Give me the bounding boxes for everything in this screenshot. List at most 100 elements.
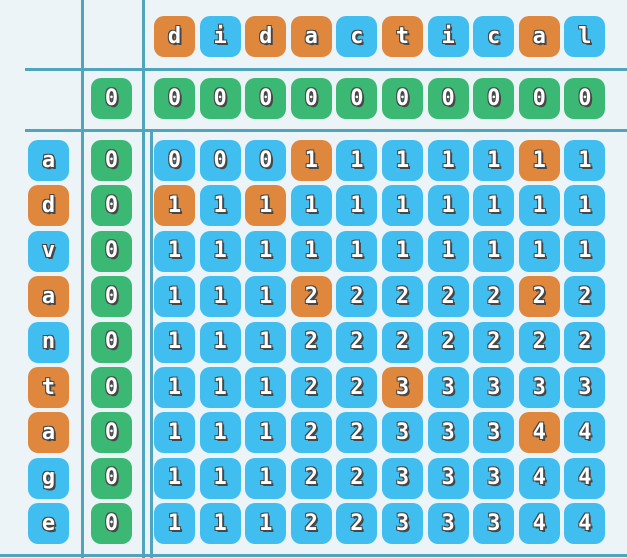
- dp-cell-r2-c9: 1: [564, 230, 606, 272]
- zero-col-tile-2: 0: [91, 230, 132, 272]
- dp-cell-r1-c2: 1: [245, 185, 287, 227]
- dp-cell-r8-c8: 4: [518, 503, 560, 545]
- dp-cell-r4-c4: 2: [336, 321, 378, 363]
- dp-cell-r3-c0: 1: [154, 276, 195, 318]
- dp-cell-r1-c7: 1: [473, 185, 515, 227]
- vertical-line-after-row-letters: [81, 0, 84, 558]
- dp-cell-r3-c5: 2: [382, 276, 423, 318]
- dp-cell-r3-c4: 2: [336, 276, 378, 318]
- dp-cell-r6-c1: 1: [199, 412, 241, 454]
- dp-cell-r2-c3: 1: [290, 230, 332, 272]
- dp-cell-r5-c0: 1: [154, 367, 195, 408]
- dp-cell-r5-c9: 3: [564, 367, 606, 408]
- dp-cell-r8-c4: 2: [336, 503, 378, 545]
- header-letter-tile-7-c: c: [473, 16, 515, 57]
- zero-col-tile-1: 0: [91, 185, 132, 227]
- dp-cell-r6-c9: 4: [564, 412, 606, 454]
- dp-cell-r3-c3: 2: [290, 276, 332, 318]
- dp-cell-r3-c9: 2: [564, 276, 606, 318]
- dp-cell-r6-c3: 2: [290, 412, 332, 454]
- dp-cell-r7-c0: 1: [154, 457, 195, 499]
- dp-cell-r4-c7: 2: [473, 321, 515, 363]
- dp-cell-r6-c2: 1: [245, 412, 287, 454]
- dp-cell-r1-c8: 1: [518, 185, 560, 227]
- dp-cell-r6-c7: 3: [473, 412, 515, 454]
- header-letter-tile-3-a: a: [290, 16, 332, 57]
- dp-cell-r0-c6: 1: [427, 140, 469, 181]
- dp-cell-r7-c6: 3: [427, 457, 469, 499]
- zero-col-tile-3: 0: [91, 276, 132, 318]
- dp-cell-r4-c0: 1: [154, 321, 195, 363]
- zero-col-tile-6: 0: [91, 412, 132, 454]
- dp-cell-r3-c6: 2: [427, 276, 469, 318]
- header-letter-tile-4-c: c: [336, 16, 378, 57]
- dp-cell-r4-c9: 2: [564, 321, 606, 363]
- dp-cell-r0-c1: 0: [199, 140, 241, 181]
- dp-cell-r0-c5: 1: [382, 140, 423, 181]
- dp-cell-r8-c1: 1: [199, 503, 241, 545]
- header-letter-tile-8-a: a: [518, 16, 560, 57]
- dp-cell-r7-c7: 3: [473, 457, 515, 499]
- zero-row-tile-0: 0: [154, 78, 195, 119]
- header-letter-tile-9-l: l: [564, 16, 606, 57]
- dp-cell-r6-c0: 1: [154, 412, 195, 454]
- dp-cell-r7-c5: 3: [382, 457, 423, 499]
- bottom-border-line: [0, 554, 627, 557]
- dp-cell-r5-c2: 1: [245, 367, 287, 408]
- zero-row-tile-7: 0: [473, 78, 515, 119]
- dp-cell-r2-c6: 1: [427, 230, 469, 272]
- dp-cell-r5-c8: 3: [518, 367, 560, 408]
- row-letter-tile-7-g: g: [28, 457, 69, 499]
- zero-col-tile-7: 0: [91, 457, 132, 499]
- row-letter-tile-8-e: e: [28, 503, 69, 545]
- dp-cell-r4-c8: 2: [518, 321, 560, 363]
- dp-cell-r0-c2: 0: [245, 140, 287, 181]
- dp-cell-r1-c3: 1: [290, 185, 332, 227]
- dp-cell-r4-c6: 2: [427, 321, 469, 363]
- zero-col-tile-0: 0: [91, 140, 132, 181]
- dp-cell-r4-c1: 1: [199, 321, 241, 363]
- row-letter-tile-4-n: n: [28, 321, 69, 363]
- zero-col-tile-4: 0: [91, 321, 132, 363]
- zero-row-tile-5: 0: [382, 78, 423, 119]
- row-letter-tile-1-d: d: [28, 185, 69, 227]
- dp-cell-r8-c3: 2: [290, 503, 332, 545]
- dp-cell-r1-c0: 1: [154, 185, 195, 227]
- dp-cell-r8-c2: 1: [245, 503, 287, 545]
- header-letter-tile-5-t: t: [382, 16, 423, 57]
- dp-cell-r8-c9: 4: [564, 503, 606, 545]
- dp-cell-r8-c0: 1: [154, 503, 195, 545]
- zero-row-tile-6: 0: [427, 78, 469, 119]
- dp-cell-r6-c8: 4: [518, 412, 560, 454]
- row-letter-tile-0-a: a: [28, 140, 69, 181]
- dp-cell-r6-c6: 3: [427, 412, 469, 454]
- dp-cell-r8-c5: 3: [382, 503, 423, 545]
- dp-cell-r5-c4: 2: [336, 367, 378, 408]
- header-letter-tile-6-i: i: [427, 16, 469, 57]
- dp-cell-r5-c7: 3: [473, 367, 515, 408]
- row-letter-tile-6-a: a: [28, 412, 69, 454]
- dp-cell-r6-c5: 3: [382, 412, 423, 454]
- dp-cell-r1-c1: 1: [199, 185, 241, 227]
- zero-corner-tile: 0: [91, 78, 132, 119]
- zero-row-tile-2: 0: [245, 78, 287, 119]
- zero-row-tile-9: 0: [564, 78, 606, 119]
- horizontal-line-below-header: [25, 68, 627, 71]
- dp-cell-r6-c4: 2: [336, 412, 378, 454]
- zero-row-tile-3: 0: [290, 78, 332, 119]
- zero-row-tile-4: 0: [336, 78, 378, 119]
- dp-cell-r7-c3: 2: [290, 457, 332, 499]
- vertical-line-after-zero-column: [142, 0, 145, 558]
- dp-cell-r2-c0: 1: [154, 230, 195, 272]
- zero-row-tile-8: 0: [518, 78, 560, 119]
- zero-col-tile-5: 0: [91, 367, 132, 408]
- dp-cell-r8-c6: 3: [427, 503, 469, 545]
- header-letter-tile-1-i: i: [199, 16, 241, 57]
- dp-cell-r2-c1: 1: [199, 230, 241, 272]
- horizontal-line-below-zero-row: [25, 129, 627, 132]
- dp-cell-r7-c9: 4: [564, 457, 606, 499]
- dp-cell-r3-c1: 1: [199, 276, 241, 318]
- dp-cell-r5-c3: 2: [290, 367, 332, 408]
- row-letter-tile-2-v: v: [28, 230, 69, 272]
